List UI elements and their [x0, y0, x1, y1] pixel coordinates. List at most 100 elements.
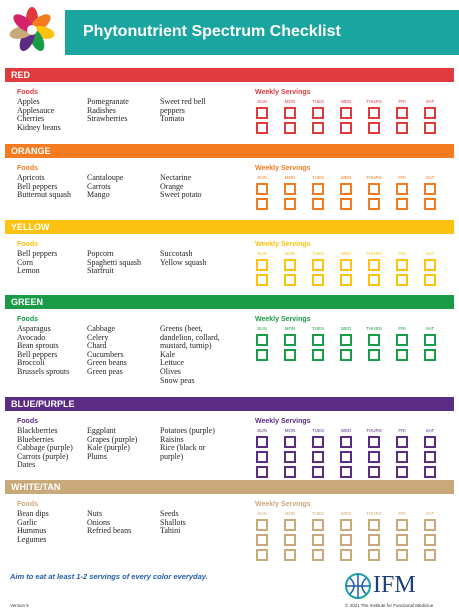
checkbox — [284, 534, 296, 546]
day-label: SUN — [257, 511, 267, 516]
day-label: MON — [284, 511, 296, 516]
checkbox — [424, 549, 436, 561]
checkbox — [340, 451, 352, 463]
checkbox — [396, 122, 408, 134]
day-label: TUES — [311, 99, 324, 104]
checkbox — [284, 451, 296, 463]
food-item: Lettuce — [160, 358, 184, 368]
food-item: Spaghetti squash — [87, 257, 141, 267]
food-item: Butternut squash — [17, 190, 71, 200]
checkbox — [424, 259, 436, 271]
checkbox — [368, 451, 380, 463]
food-item: Bean dips — [17, 509, 49, 518]
checkbox — [312, 534, 324, 546]
checkbox — [396, 549, 408, 561]
food-item: Olives — [160, 367, 181, 376]
food-item: peppers — [160, 105, 185, 115]
day-label: MON — [284, 251, 296, 256]
food-item: Carrots (purple) — [17, 451, 69, 461]
food-item: Bell peppers — [17, 181, 58, 191]
checkbox — [284, 349, 296, 361]
day-label: FRI — [398, 251, 406, 256]
servings-label: Weekly Servings — [255, 241, 311, 248]
checkbox — [284, 198, 296, 210]
day-label: FRI — [398, 326, 406, 331]
checkbox — [396, 519, 408, 531]
food-item: Garlic — [17, 517, 37, 527]
checkbox — [396, 334, 408, 346]
tagline: Aim to eat at least 1-2 servings of ever… — [10, 572, 208, 581]
day-label: TUES — [311, 326, 324, 331]
checkbox — [368, 183, 380, 195]
checkbox — [284, 183, 296, 195]
checkbox — [340, 183, 352, 195]
checkbox — [396, 274, 408, 286]
day-label: TUES — [311, 251, 324, 256]
day-label: SAT — [425, 251, 435, 256]
checkbox — [368, 107, 380, 119]
checkbox — [256, 519, 268, 531]
food-item: Rice (black or — [160, 443, 206, 453]
checkbox — [256, 183, 268, 195]
section-name: ORANGE — [11, 146, 51, 156]
day-label: THURS — [366, 175, 382, 180]
food-item: Tomato — [160, 114, 185, 124]
food-item: Sweet potato — [160, 190, 202, 200]
checkbox — [340, 259, 352, 271]
food-item: Green peas — [87, 367, 123, 376]
checkbox — [396, 198, 408, 210]
food-item: Applesauce — [17, 105, 55, 115]
food-item: Seeds — [160, 509, 179, 518]
food-item: Cherries — [17, 114, 45, 124]
food-item: Onions — [87, 517, 111, 527]
checkbox — [312, 183, 324, 195]
checkbox — [424, 349, 436, 361]
section-bar: RED — [5, 68, 454, 82]
day-label: MON — [284, 326, 296, 331]
logo-text: IFM — [373, 572, 416, 598]
checkbox — [340, 334, 352, 346]
day-label: THURS — [366, 251, 382, 256]
food-item: Potatoes (purple) — [160, 426, 215, 435]
food-item: Hummus — [17, 526, 47, 536]
checkbox — [312, 259, 324, 271]
logo-globe — [345, 573, 371, 599]
checkbox — [368, 349, 380, 361]
section-bar: ORANGE — [5, 144, 454, 158]
food-item: Dates — [17, 460, 36, 470]
section-name: RED — [11, 70, 31, 80]
foods-label: Foods — [17, 418, 38, 425]
day-label: TUES — [311, 428, 324, 433]
day-label: WED — [340, 511, 352, 516]
checkbox — [312, 451, 324, 463]
checkbox — [312, 198, 324, 210]
food-item: Brussels sprouts — [17, 367, 70, 376]
servings-label: Weekly Servings — [255, 418, 311, 425]
food-item: Bell peppers — [17, 349, 58, 359]
checkbox — [256, 274, 268, 286]
food-item: Pomegranate — [87, 97, 129, 106]
checkbox — [312, 107, 324, 119]
food-item: Corn — [17, 257, 33, 267]
checkbox — [424, 519, 436, 531]
day-label: SAT — [425, 428, 435, 433]
food-item: Nectarine — [160, 173, 192, 182]
food-item: Cabbage (purple) — [17, 443, 73, 453]
food-item: Kale — [160, 349, 176, 359]
food-item: Cucumbers — [87, 349, 124, 359]
section-bar: YELLOW — [5, 220, 454, 234]
food-item: Tahini — [160, 526, 181, 536]
checkbox — [256, 451, 268, 463]
day-label: THURS — [366, 511, 382, 516]
checkbox — [424, 451, 436, 463]
food-item: Popcorn — [87, 249, 114, 258]
day-label: SAT — [425, 99, 435, 104]
day-label: TUES — [311, 175, 324, 180]
checkbox — [424, 198, 436, 210]
checkbox — [312, 274, 324, 286]
food-item: Blueberries — [17, 434, 54, 444]
checkbox — [256, 549, 268, 561]
checkbox — [424, 534, 436, 546]
checkbox — [396, 466, 408, 478]
